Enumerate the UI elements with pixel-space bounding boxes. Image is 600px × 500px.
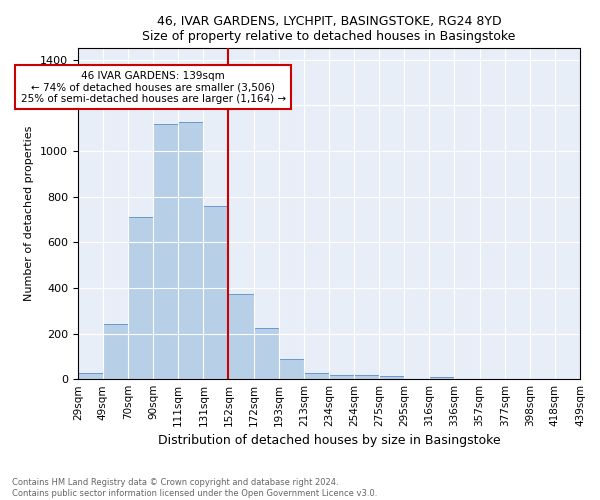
Text: 46 IVAR GARDENS: 139sqm
← 74% of detached houses are smaller (3,506)
25% of semi: 46 IVAR GARDENS: 139sqm ← 74% of detache… — [20, 70, 286, 104]
Bar — [103, 324, 128, 379]
Bar — [229, 294, 254, 379]
Bar — [128, 217, 153, 379]
Bar — [203, 206, 229, 379]
Bar — [153, 124, 178, 379]
Bar — [354, 375, 379, 379]
Bar — [178, 122, 203, 379]
Bar — [304, 373, 329, 379]
Bar — [78, 373, 103, 379]
Y-axis label: Number of detached properties: Number of detached properties — [25, 126, 34, 302]
Text: Contains HM Land Registry data © Crown copyright and database right 2024.
Contai: Contains HM Land Registry data © Crown c… — [12, 478, 377, 498]
Bar — [430, 377, 454, 379]
Bar — [329, 374, 354, 379]
X-axis label: Distribution of detached houses by size in Basingstoke: Distribution of detached houses by size … — [158, 434, 500, 448]
Bar — [254, 328, 278, 379]
Title: 46, IVAR GARDENS, LYCHPIT, BASINGSTOKE, RG24 8YD
Size of property relative to de: 46, IVAR GARDENS, LYCHPIT, BASINGSTOKE, … — [142, 15, 515, 43]
Bar — [278, 358, 304, 379]
Bar — [379, 376, 404, 379]
